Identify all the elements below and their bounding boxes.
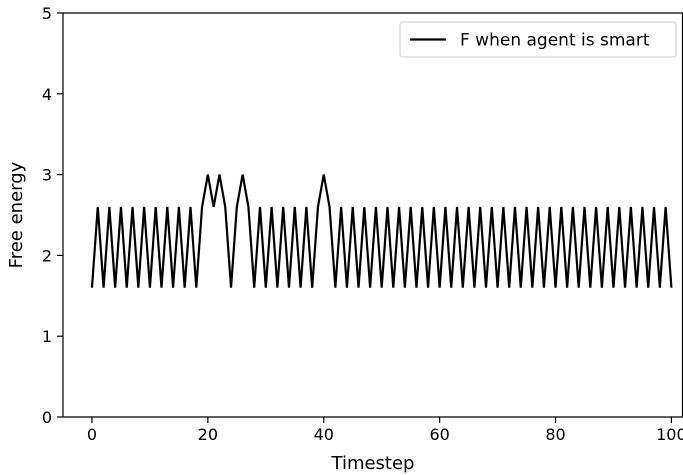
y-tick-label: 0 <box>42 408 52 427</box>
x-tick-label: 60 <box>429 425 449 444</box>
y-axis-ticks: 0 1 2 3 4 5 <box>42 4 63 427</box>
x-tick-label: 0 <box>87 425 97 444</box>
y-tick-label: 5 <box>42 4 52 23</box>
y-tick-label: 3 <box>42 166 52 185</box>
y-axis-title: Free energy <box>6 161 27 268</box>
series-line <box>90 174 673 288</box>
series-layer <box>90 174 673 288</box>
y-tick-label: 1 <box>42 327 52 346</box>
x-axis-ticks: 0 20 40 60 80 100 <box>87 417 683 444</box>
x-tick-label: 40 <box>314 425 334 444</box>
x-tick-label: 80 <box>545 425 565 444</box>
legend-label: F when agent is smart <box>460 31 650 51</box>
x-axis-title: Timestep <box>331 453 415 474</box>
x-tick-label: 100 <box>656 425 683 444</box>
y-tick-label: 4 <box>42 85 52 104</box>
legend: F when agent is smart <box>399 21 677 58</box>
x-tick-label: 20 <box>198 425 218 444</box>
y-tick-label: 2 <box>42 246 52 265</box>
legend-box <box>399 21 677 58</box>
